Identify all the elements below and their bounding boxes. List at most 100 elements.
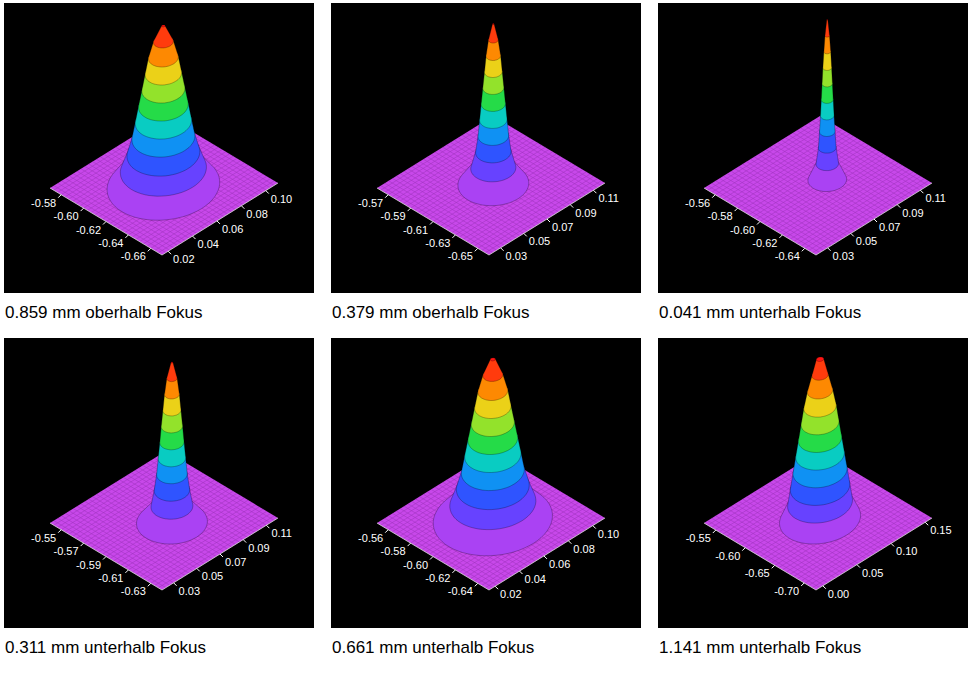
x-tick-label: -0.62 xyxy=(752,237,777,249)
x-tick xyxy=(408,543,411,546)
y-tick xyxy=(920,190,923,193)
y-tick-label: 0.00 xyxy=(828,588,849,600)
y-tick-label: 0.10 xyxy=(598,528,619,540)
floor-mesh xyxy=(708,118,929,253)
surface-band xyxy=(825,19,830,37)
x-tick-label: -0.65 xyxy=(745,567,770,579)
y-tick-label: 0.04 xyxy=(198,238,219,250)
x-tick-label: -0.65 xyxy=(448,250,473,262)
y-tick xyxy=(266,191,269,194)
x-tick xyxy=(801,583,804,586)
y-tick-label: 0.03 xyxy=(506,250,527,262)
y-tick-label: 0.05 xyxy=(856,235,877,247)
panel-caption: 0.859 mm oberhalb Fokus xyxy=(5,303,203,322)
y-tick xyxy=(891,543,894,546)
x-tick-label: -0.62 xyxy=(76,224,101,236)
y-tick xyxy=(217,221,220,224)
x-tick-label: -0.58 xyxy=(381,545,406,557)
surface-band xyxy=(812,357,828,380)
y-tick-label: 0.10 xyxy=(896,545,917,557)
y-tick-label: 0.11 xyxy=(271,527,292,539)
x-tick xyxy=(58,195,61,198)
y-tick-label: 0.15 xyxy=(930,524,951,536)
surface-cap xyxy=(162,25,165,27)
y-tick xyxy=(593,190,596,193)
x-tick xyxy=(125,235,128,238)
surface-cap xyxy=(827,19,828,21)
x-tick xyxy=(475,248,478,251)
y-tick xyxy=(266,525,269,528)
x-tick xyxy=(125,570,128,573)
x-tick-label: -0.60 xyxy=(403,559,428,571)
x-tick xyxy=(148,248,151,251)
x-tick xyxy=(713,530,716,533)
y-tick-label: 0.05 xyxy=(202,570,223,582)
panel-caption: 0.379 mm oberhalb Fokus xyxy=(332,303,530,322)
y-tick xyxy=(570,205,573,208)
x-tick-label: -0.55 xyxy=(686,532,711,544)
surface-band xyxy=(167,362,177,382)
y-tick-label: 0.03 xyxy=(833,250,854,262)
mesh-line xyxy=(91,476,207,548)
y-tick xyxy=(241,206,244,209)
y-tick-label: 0.08 xyxy=(246,208,267,220)
plot-background xyxy=(658,3,968,293)
x-axis-line xyxy=(377,523,489,590)
x-tick xyxy=(430,222,433,225)
y-tick xyxy=(168,251,171,254)
x-tick xyxy=(475,583,478,586)
x-tick-label: -0.64 xyxy=(448,585,473,597)
figure-svg: -0.58-0.60-0.62-0.64-0.660.020.040.060.0… xyxy=(0,0,973,685)
x-tick xyxy=(81,543,84,546)
x-tick-label: -0.57 xyxy=(358,197,383,209)
panel: -0.55-0.57-0.59-0.61-0.630.030.050.070.0… xyxy=(4,338,314,657)
y-tick xyxy=(193,236,196,239)
y-tick-label: 0.10 xyxy=(271,193,292,205)
panel-caption: 0.661 mm unterhalb Fokus xyxy=(332,638,534,657)
plot-background xyxy=(331,3,641,293)
mesh-line xyxy=(805,126,917,193)
y-tick-label: 0.03 xyxy=(179,585,200,597)
y-tick-label: 0.02 xyxy=(173,253,194,265)
y-axis-line xyxy=(816,518,932,590)
surface xyxy=(808,19,847,191)
x-tick xyxy=(103,557,106,560)
x-tick xyxy=(742,548,745,551)
mesh-line xyxy=(95,478,211,550)
x-axis-line xyxy=(704,188,816,255)
x-tick-label: -0.64 xyxy=(775,250,800,262)
plot-area xyxy=(377,24,605,255)
x-tick xyxy=(452,235,455,238)
x-tick xyxy=(408,208,411,211)
figure: -0.58-0.60-0.62-0.64-0.660.020.040.060.0… xyxy=(0,0,973,685)
y-tick-label: 0.07 xyxy=(225,556,246,568)
panel: -0.55-0.60-0.65-0.700.000.050.100.151.14… xyxy=(658,338,968,657)
plot-area xyxy=(377,358,605,590)
y-tick-label: 0.04 xyxy=(525,573,546,585)
y-tick-label: 0.06 xyxy=(222,223,243,235)
x-tick-label: -0.64 xyxy=(98,237,123,249)
page-background xyxy=(0,0,973,685)
y-tick xyxy=(520,571,523,574)
y-tick xyxy=(495,586,498,589)
x-tick xyxy=(757,222,760,225)
x-tick-label: -0.60 xyxy=(715,550,740,562)
x-tick-label: -0.58 xyxy=(31,197,56,209)
x-tick-label: -0.59 xyxy=(381,210,406,222)
x-tick xyxy=(802,248,805,251)
x-tick-label: -0.60 xyxy=(54,210,79,222)
y-tick-label: 0.11 xyxy=(598,192,619,204)
plot-background xyxy=(331,338,641,628)
floor xyxy=(704,116,932,255)
y-tick-label: 0.09 xyxy=(575,207,596,219)
floor xyxy=(50,451,278,590)
y-tick xyxy=(857,565,860,568)
y-tick-label: 0.05 xyxy=(862,567,883,579)
x-tick-label: -0.57 xyxy=(54,545,79,557)
surface-cap xyxy=(493,24,495,25)
x-tick xyxy=(430,557,433,560)
x-tick-label: -0.63 xyxy=(121,585,146,597)
surface-band xyxy=(154,25,174,48)
x-tick-label: -0.55 xyxy=(31,532,56,544)
y-tick xyxy=(524,233,527,236)
